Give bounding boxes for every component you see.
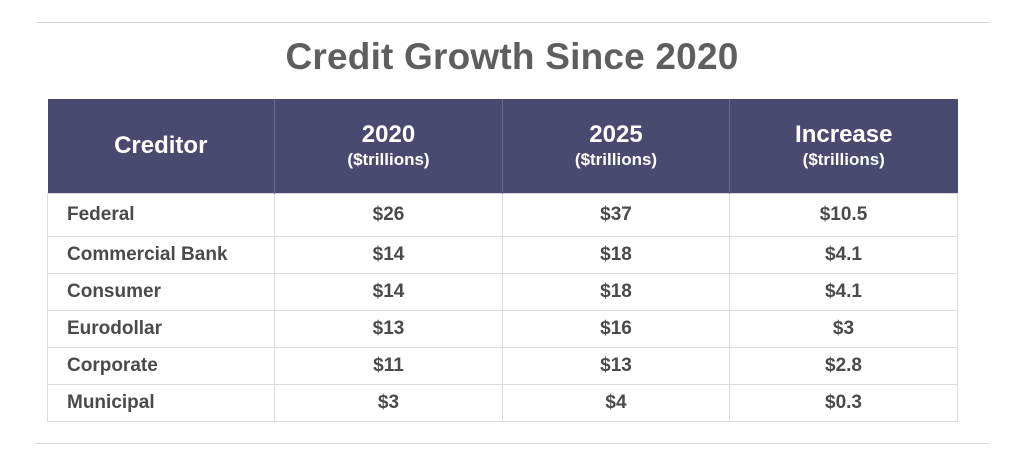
creditor-name: Municipal xyxy=(47,384,275,422)
value-2020: $26 xyxy=(274,193,503,237)
column-header-unit: ($trillions) xyxy=(574,150,658,169)
value-increase: $0.3 xyxy=(729,384,958,422)
table-row: Municipal $3 $4 $0.3 xyxy=(47,384,958,422)
column-header-unit: ($trillions) xyxy=(802,150,885,169)
value-2020: $3 xyxy=(274,384,503,422)
value-2025: $13 xyxy=(502,347,730,385)
bottom-divider xyxy=(36,443,990,444)
value-2020: $14 xyxy=(274,273,503,311)
value-increase: $3 xyxy=(729,310,958,348)
column-header-2025: 2025 ($trillions) xyxy=(502,99,730,194)
table-row: Eurodollar $13 $16 $3 xyxy=(47,310,958,348)
column-header-increase: Increase ($trillions) xyxy=(729,99,958,194)
credit-growth-table: Creditor 2020 ($trillions) 2025 ($trilli… xyxy=(47,99,958,422)
column-header-label: 2025 xyxy=(589,121,643,148)
column-header-label: Increase xyxy=(795,121,893,148)
column-header-label: 2020 xyxy=(361,121,416,148)
creditor-name: Consumer xyxy=(47,273,275,311)
value-increase: $4.1 xyxy=(729,273,958,311)
column-header-2020: 2020 ($trillions) xyxy=(274,99,503,194)
chart-title: Credit Growth Since 2020 xyxy=(285,36,739,77)
value-increase: $2.8 xyxy=(729,347,958,385)
column-header-unit: ($trillions) xyxy=(347,150,430,169)
value-2025: $18 xyxy=(502,236,730,274)
column-header-creditor: Creditor xyxy=(47,99,275,194)
creditor-name: Federal xyxy=(47,193,275,237)
value-increase: $10.5 xyxy=(729,193,958,237)
table-row: Commercial Bank $14 $18 $4.1 xyxy=(47,236,958,274)
value-2025: $16 xyxy=(502,310,730,348)
column-header-label: Creditor xyxy=(114,132,208,159)
table-row: Consumer $14 $18 $4.1 xyxy=(47,273,958,311)
value-increase: $4.1 xyxy=(729,236,958,274)
table-row: Federal $26 $37 $10.5 xyxy=(47,193,958,237)
creditor-name: Corporate xyxy=(47,347,275,385)
creditor-name: Eurodollar xyxy=(47,310,275,348)
value-2020: $13 xyxy=(274,310,503,348)
value-2020: $11 xyxy=(274,347,503,385)
table-row: Corporate $11 $13 $2.8 xyxy=(47,347,958,385)
value-2025: $4 xyxy=(502,384,730,422)
value-2025: $18 xyxy=(502,273,730,311)
table-header-row: Creditor 2020 ($trillions) 2025 ($trilli… xyxy=(47,99,958,194)
value-2020: $14 xyxy=(274,236,503,274)
top-divider xyxy=(36,22,990,23)
value-2025: $37 xyxy=(502,193,730,237)
creditor-name: Commercial Bank xyxy=(47,236,275,274)
